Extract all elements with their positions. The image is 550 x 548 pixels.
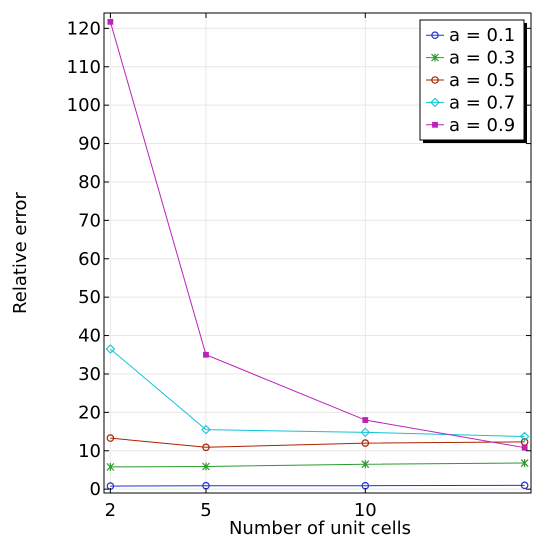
- series-layer: [105, 18, 530, 490]
- y-tick-label: 80: [78, 172, 101, 193]
- y-tick-label: 60: [78, 249, 101, 270]
- x-axis-title: Number of unit cells: [229, 518, 411, 539]
- legend-marker: [431, 31, 439, 40]
- y-tick-label: 20: [78, 402, 101, 423]
- series-line: [109, 21, 525, 449]
- legend-entry: a = 0.1: [426, 25, 515, 46]
- data-point: [106, 434, 115, 442]
- y-axis-title: Relative error: [10, 191, 31, 313]
- legend-label: a = 0.9: [449, 115, 515, 136]
- data-point: [105, 344, 116, 354]
- series-4: [105, 344, 530, 442]
- data-point: [202, 443, 210, 452]
- data-point: [520, 481, 529, 490]
- legend: a = 0.1a = 0.3a = 0.5a = 0.7a = 0.9: [419, 19, 527, 143]
- data-point: [106, 462, 115, 471]
- legend-marker: [430, 97, 440, 108]
- data-point: [519, 431, 530, 442]
- y-tick-label: 10: [78, 441, 101, 462]
- legend-entry: a = 0.5: [426, 70, 515, 91]
- x-tick-label: 10: [354, 500, 377, 521]
- data-point: [202, 462, 210, 471]
- legend-label: a = 0.7: [449, 92, 515, 113]
- y-tick-label: 0: [90, 479, 101, 500]
- axes: 0 10 20 30 40 50 60 70 80 90 100 110 120 2 5 10: [67, 13, 531, 521]
- series-1: [106, 481, 529, 490]
- series-2: [106, 459, 529, 471]
- y-tick-label: 100: [67, 95, 101, 116]
- x-tick-label: 5: [200, 500, 211, 521]
- series-line: [110, 462, 525, 468]
- data-point: [203, 351, 209, 358]
- legend-entry: a = 0.7: [426, 92, 515, 113]
- series-line: [110, 484, 525, 487]
- series-3: [106, 434, 529, 452]
- data-point: [107, 18, 114, 25]
- legend-entry: a = 0.3: [426, 48, 515, 69]
- series-line: [110, 348, 525, 438]
- legend-marker: [432, 121, 438, 128]
- y-tick-label: 50: [78, 287, 101, 308]
- legend-label: a = 0.3: [449, 48, 515, 69]
- data-point: [361, 460, 370, 469]
- data-point: [521, 444, 528, 451]
- y-tick-label: 90: [78, 134, 101, 155]
- legend-label: a = 0.1: [449, 25, 515, 46]
- series-5: [107, 18, 528, 451]
- legend-label: a = 0.5: [449, 70, 515, 91]
- data-point: [361, 439, 370, 447]
- legend-marker: [431, 76, 439, 84]
- data-point: [362, 417, 369, 423]
- data-point: [201, 424, 211, 435]
- y-tick-label: 40: [78, 326, 101, 347]
- series-line: [110, 437, 525, 448]
- y-tick-label: 110: [67, 57, 101, 78]
- y-tick-label: 30: [78, 364, 101, 385]
- x-tick-label: 2: [105, 500, 116, 521]
- legend-marker: [431, 53, 439, 62]
- plot-frame: [103, 12, 532, 494]
- y-tick-label: 120: [67, 18, 101, 39]
- y-tick-label: 70: [78, 210, 101, 231]
- data-point: [520, 459, 529, 468]
- legend-entry: a = 0.9: [426, 115, 515, 136]
- data-point: [360, 427, 371, 438]
